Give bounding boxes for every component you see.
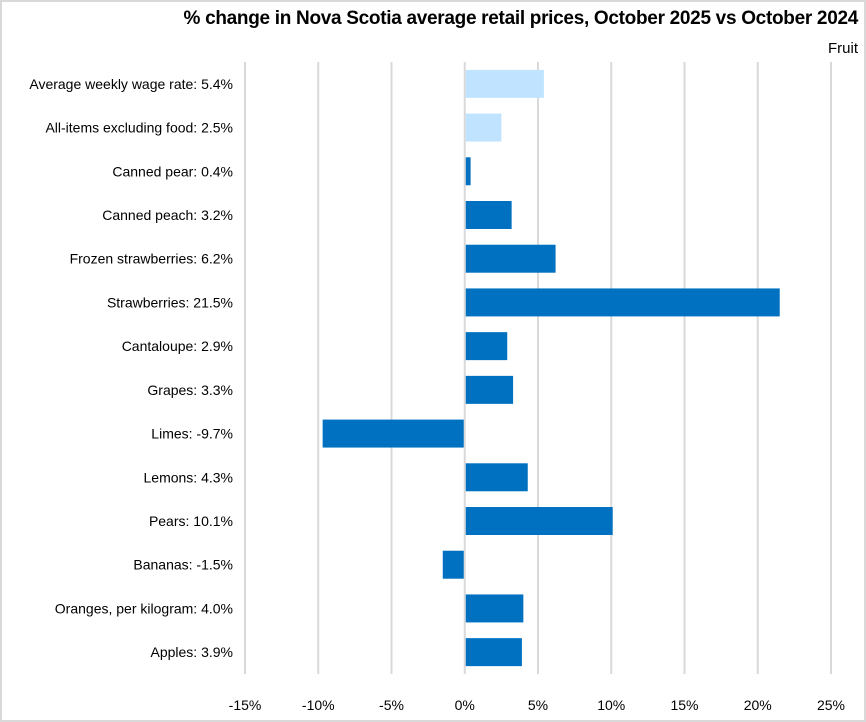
bar-0 xyxy=(465,69,544,98)
category-label: Frozen strawberries: 6.2% xyxy=(70,251,233,267)
category-label: Average weekly wage rate: 5.4% xyxy=(29,76,233,92)
chart-title: % change in Nova Scotia average retail p… xyxy=(183,8,859,29)
x-tick-label: 20% xyxy=(744,697,772,713)
category-label: Limes: -9.7% xyxy=(151,426,233,442)
x-tick-label: 15% xyxy=(670,697,698,713)
category-label: Lemons: 4.3% xyxy=(144,469,234,485)
bar-8 xyxy=(322,419,464,448)
category-label: Pears: 10.1% xyxy=(149,513,233,529)
bar-9 xyxy=(465,463,528,492)
x-tick-label: -10% xyxy=(302,697,335,713)
chart-subtitle: Fruit xyxy=(828,40,858,57)
bar-4 xyxy=(465,244,556,273)
x-tick-label: -15% xyxy=(229,697,262,713)
category-label: All-items excluding food: 2.5% xyxy=(45,120,233,136)
bar-5 xyxy=(465,288,780,317)
category-label: Canned pear: 0.4% xyxy=(112,163,233,179)
bar-13 xyxy=(465,638,522,667)
bar-10 xyxy=(465,507,613,535)
bar-11 xyxy=(442,550,464,579)
category-label: Cantaloupe: 2.9% xyxy=(122,338,233,354)
bar-6 xyxy=(465,332,508,361)
x-tick-label: 10% xyxy=(597,697,625,713)
x-tick-label: 0% xyxy=(455,697,475,713)
bar-1 xyxy=(465,113,502,142)
category-label: Grapes: 3.3% xyxy=(147,382,233,398)
bar-7 xyxy=(465,375,514,404)
x-tick-label: -5% xyxy=(379,697,404,713)
category-label: Canned peach: 3.2% xyxy=(102,207,233,223)
x-tick-label: 5% xyxy=(528,697,548,713)
category-label: Strawberries: 21.5% xyxy=(107,294,233,310)
bar-3 xyxy=(465,201,512,229)
bar-12 xyxy=(465,594,524,623)
category-label: Apples: 3.9% xyxy=(151,644,234,660)
x-tick-label: 25% xyxy=(817,697,845,713)
category-label: Oranges, per kilogram: 4.0% xyxy=(55,600,233,616)
category-label: Bananas: -1.5% xyxy=(133,557,233,573)
bar-2 xyxy=(465,157,471,186)
